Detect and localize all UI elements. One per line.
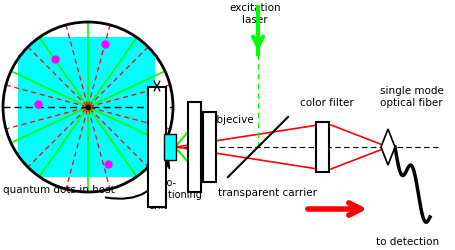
Text: transparent carrier: transparent carrier: [218, 187, 317, 197]
Bar: [148, 88, 166, 207]
Polygon shape: [18, 38, 155, 177]
Text: color filter: color filter: [300, 98, 354, 108]
Bar: [164, 134, 176, 160]
Bar: [203, 112, 216, 182]
Text: excitation
laser: excitation laser: [229, 3, 281, 24]
Bar: [188, 102, 201, 192]
Bar: [316, 122, 329, 172]
Text: nano-
positioning
unit: nano- positioning unit: [148, 177, 202, 210]
Text: to detection: to detection: [376, 236, 440, 246]
Text: objecive: objecive: [210, 114, 253, 124]
Polygon shape: [381, 130, 395, 165]
Text: quantum dots in host: quantum dots in host: [3, 184, 115, 194]
Text: single mode
optical fiber: single mode optical fiber: [380, 86, 444, 108]
